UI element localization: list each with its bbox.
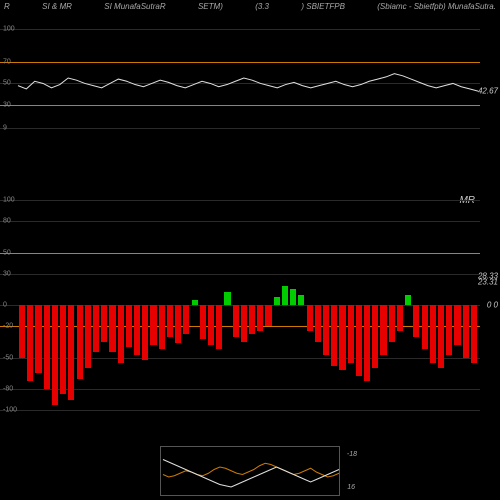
rsi-panel: 100705030942.67 <box>0 18 500 138</box>
mr-bar <box>249 305 255 334</box>
mr-bar <box>389 305 395 342</box>
y-axis-label: 0 <box>3 302 7 309</box>
mr-bar <box>27 305 33 381</box>
mr-bar <box>208 305 214 345</box>
mr-bar <box>109 305 115 352</box>
mr-bar <box>35 305 41 373</box>
mr-bar <box>307 305 313 331</box>
sub-label-top: -18 <box>347 451 357 458</box>
mr-bar <box>101 305 107 342</box>
mr-bar <box>142 305 148 360</box>
gridline <box>0 410 480 411</box>
mr-bar <box>216 305 222 349</box>
sub-label-bot: 16 <box>347 484 355 491</box>
mr-bar <box>265 305 271 326</box>
mr-bar <box>68 305 74 400</box>
mr-bar <box>463 305 469 358</box>
mr-bar <box>372 305 378 368</box>
hdr-t2: SI & MR <box>42 2 72 11</box>
mr-bar <box>397 305 403 331</box>
mr-panel: 1008050300-20-50-80-10028.3323.310 0 <box>0 200 500 410</box>
y-axis-label: -80 <box>3 386 13 393</box>
mr-bar <box>315 305 321 342</box>
mr-bar <box>438 305 444 368</box>
mr-bar <box>60 305 66 394</box>
gridline <box>0 274 480 275</box>
right-value-label: 23.31 <box>478 277 498 286</box>
mr-bar <box>257 305 263 331</box>
mr-bar <box>405 295 411 306</box>
y-axis-label: -50 <box>3 354 13 361</box>
mr-bar <box>454 305 460 345</box>
mr-bar <box>282 286 288 305</box>
mr-bar <box>44 305 50 389</box>
mr-bar <box>413 305 419 337</box>
mr-bar <box>52 305 58 405</box>
right-value-label: 0 0 <box>487 301 498 310</box>
mr-bar <box>233 305 239 337</box>
header-bar: R SI & MR SI MunafaSutraR SETM) (3.3 ) S… <box>0 0 500 13</box>
mr-bar <box>241 305 247 342</box>
mr-bar <box>159 305 165 349</box>
hdr-t4: SETM) <box>198 2 223 11</box>
mr-bar <box>85 305 91 368</box>
hdr-t6: ) SBIETFPB <box>301 2 345 11</box>
mr-bar <box>356 305 362 376</box>
sub-panel: -1816 <box>160 446 340 496</box>
mr-bar <box>183 305 189 334</box>
mr-bar <box>93 305 99 352</box>
mr-bar <box>380 305 386 355</box>
mr-bar <box>323 305 329 355</box>
mr-bar <box>77 305 83 379</box>
mr-bar <box>274 297 280 305</box>
mr-bar <box>348 305 354 363</box>
y-axis-label: 50 <box>3 249 11 256</box>
mr-bar <box>118 305 124 363</box>
mr-bar <box>175 305 181 343</box>
mr-bar <box>150 305 156 345</box>
mr-bar <box>331 305 337 366</box>
mr-bar <box>430 305 436 363</box>
mr-bar <box>290 289 296 305</box>
hdr-t1: R <box>4 2 10 11</box>
mr-bar <box>422 305 428 349</box>
mr-bar <box>19 305 25 358</box>
hdr-t5: (3.3 <box>255 2 269 11</box>
sub-chart <box>161 447 341 497</box>
mr-bar <box>126 305 132 347</box>
mr-bar <box>224 292 230 305</box>
mr-bar <box>471 305 477 363</box>
gridline <box>0 253 480 254</box>
current-value-label: 42.67 <box>478 87 498 96</box>
mr-bar <box>446 305 452 355</box>
mr-bar <box>364 305 370 381</box>
mr-bar <box>298 295 304 306</box>
mr-bar <box>167 305 173 337</box>
y-axis-label: -20 <box>3 323 13 330</box>
hdr-t3: SI MunafaSutraR <box>104 2 165 11</box>
mr-bar <box>200 305 206 339</box>
gridline <box>0 221 480 222</box>
mr-bar <box>192 300 198 305</box>
gridline <box>0 200 480 201</box>
rsi-line-chart <box>0 18 500 138</box>
mr-bar <box>134 305 140 355</box>
mr-bar <box>339 305 345 370</box>
hdr-t7: (Sbiamc - Sbietfpb) MunafaSutra. <box>377 2 496 11</box>
y-axis-label: 80 <box>3 218 11 225</box>
y-axis-label: 100 <box>3 197 15 204</box>
y-axis-label: 30 <box>3 270 11 277</box>
y-axis-label: -100 <box>3 407 17 414</box>
